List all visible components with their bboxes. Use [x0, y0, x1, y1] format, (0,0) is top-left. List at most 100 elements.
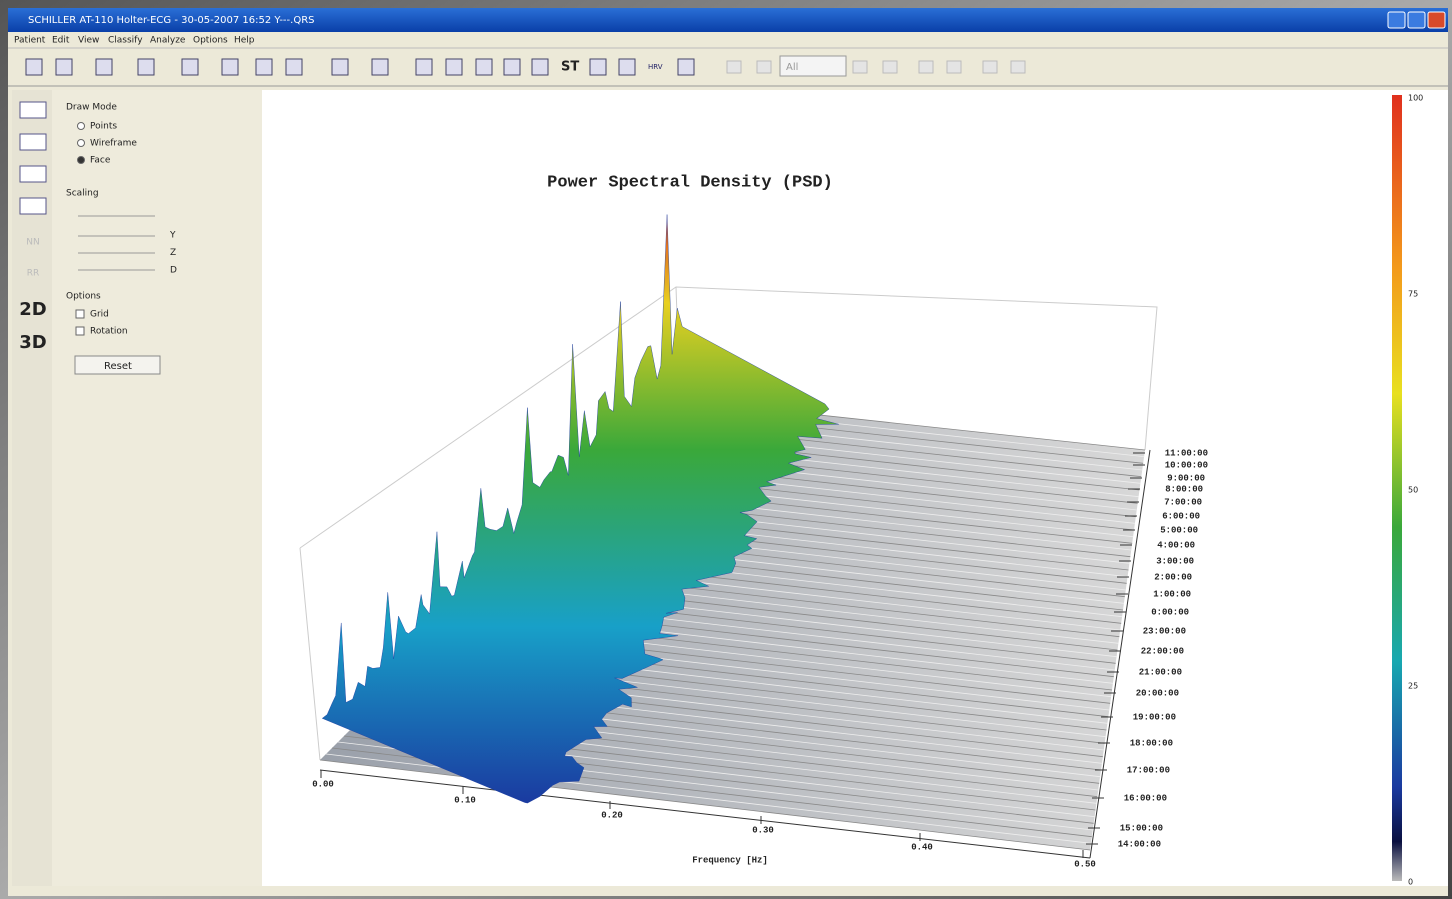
toolbar-icon-disabled[interactable] [756, 60, 772, 74]
time-tick-label: 21:00:00 [1139, 667, 1182, 677]
box-edge [299, 286, 1158, 549]
rr-button[interactable]: RR [27, 269, 40, 279]
reset-label: Reset [104, 361, 132, 372]
time-tick-label: 11:00:00 [1165, 448, 1208, 458]
combo-box[interactable] [779, 55, 847, 77]
scaling-label: Scaling [66, 189, 99, 199]
menu-item[interactable]: Options [193, 36, 228, 46]
toolbar-icon[interactable] [137, 58, 155, 76]
toolbar-icon[interactable] [285, 58, 303, 76]
slider-label: Y [169, 231, 176, 241]
time-tick-label: 1:00:00 [1153, 589, 1191, 599]
time-tick-label: 10:00:00 [1165, 460, 1208, 470]
time-tick-label: 15:00:00 [1120, 823, 1163, 833]
toolbar-icon[interactable] [331, 58, 349, 76]
time-tick-label: 14:00:00 [1118, 839, 1161, 849]
x-axis-label: Frequency [Hz] [692, 855, 768, 865]
surface-row [319, 759, 1091, 851]
view-icon[interactable] [19, 101, 47, 119]
close[interactable] [1427, 11, 1446, 29]
toolbar-icon[interactable] [255, 58, 273, 76]
colorbar-label: 25 [1408, 682, 1418, 691]
view-icon[interactable] [19, 197, 47, 215]
toolbar-icon[interactable] [475, 58, 493, 76]
time-tick-label: 4:00:00 [1157, 540, 1195, 550]
toolbar-icon-disabled[interactable] [918, 60, 934, 74]
menu-item[interactable]: Patient [14, 36, 46, 46]
radio[interactable] [77, 139, 85, 147]
toolbar-icon[interactable] [503, 58, 521, 76]
time-tick-label: 3:00:00 [1156, 556, 1194, 566]
combo-value: All [786, 62, 798, 73]
time-tick-label: 2:00:00 [1154, 572, 1192, 582]
x-tick-label: 0.30 [752, 825, 774, 835]
radio[interactable] [77, 122, 85, 130]
minimize[interactable] [1387, 11, 1406, 29]
3d-button[interactable]: 3D [19, 332, 46, 353]
toolbar-icon[interactable] [25, 58, 43, 76]
toolbar-icon-disabled[interactable] [852, 60, 868, 74]
maximize[interactable] [1407, 11, 1426, 29]
colorbar-label: 50 [1408, 486, 1418, 495]
time-tick-label: 6:00:00 [1162, 511, 1200, 521]
options-label: Options [66, 292, 101, 302]
nn-button[interactable]: NN [26, 238, 39, 248]
toolbar-icon[interactable] [55, 58, 73, 76]
2d-button[interactable]: 2D [19, 299, 46, 320]
slider-label: D [170, 266, 177, 276]
time-tick-label: 23:00:00 [1143, 626, 1186, 636]
checkbox-label: Grid [90, 310, 109, 320]
reset-button[interactable] [74, 355, 161, 375]
menu-item[interactable]: Edit [52, 36, 70, 46]
colorbar-label: 100 [1408, 94, 1423, 103]
surface [299, 214, 1158, 859]
toolbar-icon[interactable] [181, 58, 199, 76]
view-icon[interactable] [19, 133, 47, 151]
window-title: SCHILLER AT-110 Holter-ECG - 30-05-2007 … [28, 15, 314, 26]
menu-item[interactable]: Help [234, 36, 255, 46]
checkbox[interactable] [75, 309, 85, 319]
menu-item[interactable]: Classify [108, 36, 143, 46]
toolbar-icon[interactable] [415, 58, 433, 76]
toolbar-icon[interactable] [618, 58, 636, 76]
time-tick-label: 0:00:00 [1151, 607, 1189, 617]
window-buttons [1387, 11, 1446, 29]
toolbar-icon[interactable] [221, 58, 239, 76]
toolbar-icon[interactable] [445, 58, 463, 76]
x-tick-label: 0.10 [454, 795, 476, 805]
menu-item[interactable]: View [78, 36, 99, 46]
toolbar-icon-disabled[interactable] [946, 60, 962, 74]
colorbar-label: 0 [1408, 878, 1413, 887]
toolbar-hrv[interactable]: HRV [648, 63, 663, 71]
x-tick-label: 0.00 [312, 779, 334, 789]
box-edge [299, 547, 321, 761]
icon-column [12, 90, 52, 886]
toolbar-icon[interactable] [371, 58, 389, 76]
toolbar-icon-disabled[interactable] [882, 60, 898, 74]
radio[interactable] [77, 156, 85, 164]
radio-label: Face [90, 156, 111, 166]
x-axis [319, 769, 1091, 859]
time-tick-label: 19:00:00 [1133, 712, 1176, 722]
menu-item[interactable]: Analyze [150, 36, 186, 46]
title-bar [8, 8, 1448, 32]
toolbar-icon[interactable] [531, 58, 549, 76]
toolbar-icon-disabled[interactable] [726, 60, 742, 74]
time-tick-label: 17:00:00 [1127, 765, 1170, 775]
toolbar-icon[interactable] [589, 58, 607, 76]
checkbox[interactable] [75, 326, 85, 336]
time-tick-label: 7:00:00 [1164, 497, 1202, 507]
toolbar-icon-disabled[interactable] [1010, 60, 1026, 74]
radio-label: Wireframe [90, 139, 137, 149]
toolbar-icon[interactable] [95, 58, 113, 76]
view-icon[interactable] [19, 165, 47, 183]
time-tick-label: 5:00:00 [1160, 525, 1198, 535]
time-tick-label: 22:00:00 [1141, 646, 1184, 656]
toolbar-st[interactable]: ST [561, 60, 579, 75]
toolbar-icon[interactable] [677, 58, 695, 76]
x-tick-label: 0.50 [1074, 859, 1096, 869]
time-tick-label: 20:00:00 [1136, 688, 1179, 698]
toolbar-icon-disabled[interactable] [982, 60, 998, 74]
